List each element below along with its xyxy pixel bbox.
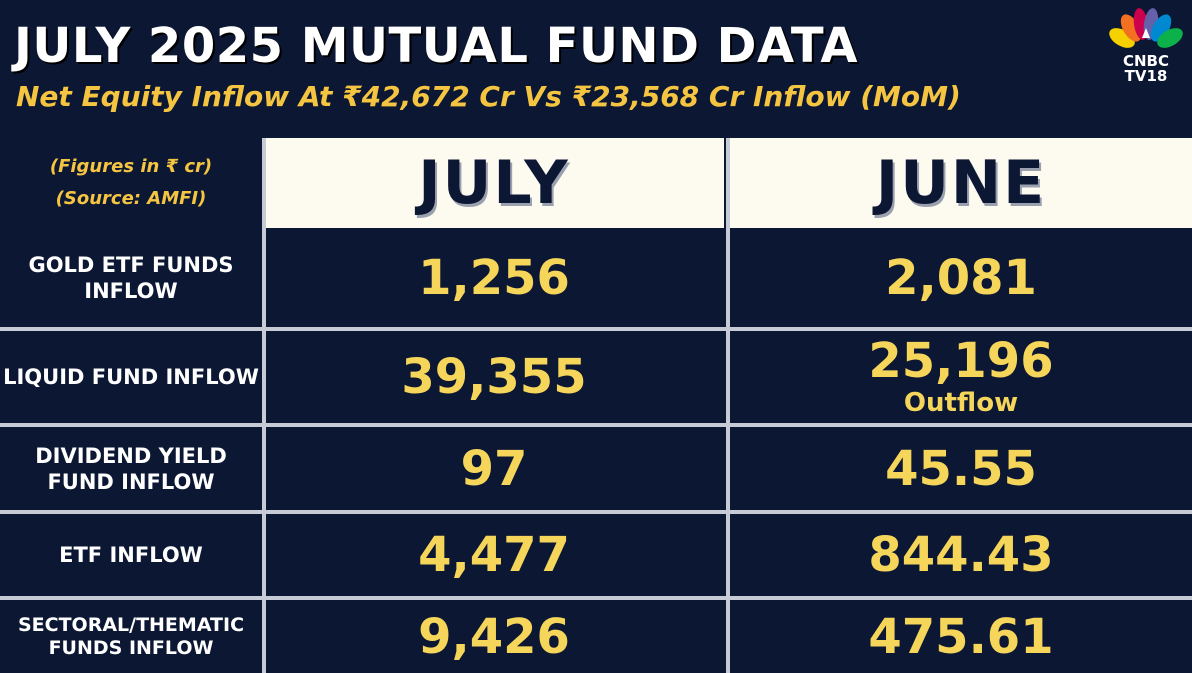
- july-value: 39,355: [264, 331, 724, 423]
- june-value: 25,196 Outflow: [730, 331, 1192, 423]
- row-label: GOLD ETF FUNDS INFLOW: [28, 252, 234, 303]
- figures-note: (Figures in ₹ cr) (Source: AMFI): [0, 138, 262, 228]
- header: JULY 2025 MUTUAL FUND DATA Net Equity In…: [0, 0, 1192, 138]
- value-text: 2,081: [885, 249, 1037, 306]
- logo-text-tv18: TV18: [1124, 67, 1168, 85]
- row-divider: [0, 423, 1192, 427]
- row-divider: [0, 327, 1192, 331]
- value-text: 1,256: [418, 249, 570, 306]
- value-text: 25,196: [868, 333, 1054, 389]
- logo-text-cnbc: CNBC: [1122, 52, 1169, 70]
- value-text: 4,477: [418, 527, 570, 583]
- column-divider: [726, 138, 730, 673]
- column-header-july: JULY: [264, 138, 724, 228]
- value-text: 9,426: [418, 608, 570, 665]
- july-value: 1,256: [264, 228, 724, 327]
- june-value: 475.61: [730, 600, 1192, 673]
- value-text: 39,355: [401, 349, 587, 405]
- row-label: DIVIDEND YIELD FUND INFLOW: [35, 443, 227, 494]
- row-divider: [0, 596, 1192, 600]
- june-value: 2,081: [730, 228, 1192, 327]
- page-title: JULY 2025 MUTUAL FUND DATA: [14, 18, 859, 74]
- value-text: 45.55: [885, 440, 1037, 497]
- june-value: 844.43: [730, 514, 1192, 596]
- figures-unit-note: (Figures in ₹ cr): [49, 156, 213, 177]
- column-header-june: JUNE: [730, 138, 1192, 228]
- source-note: (Source: AMFI): [55, 188, 207, 209]
- cnbc-tv18-logo: CNBC TV18: [1108, 8, 1184, 86]
- value-text: 97: [460, 440, 528, 497]
- row-label: SECTORAL/THEMATIC FUNDS INFLOW: [17, 613, 245, 659]
- value-note: Outflow: [903, 388, 1019, 418]
- row-divider: [0, 510, 1192, 514]
- july-value: 9,426: [264, 600, 724, 673]
- column-divider: [262, 138, 266, 673]
- row-label: ETF INFLOW: [59, 543, 203, 567]
- july-value: 4,477: [264, 514, 724, 596]
- value-text: 844.43: [868, 527, 1054, 583]
- row-label: LIQUID FUND INFLOW: [3, 365, 259, 389]
- page-subtitle: Net Equity Inflow At ₹42,672 Cr Vs ₹23,5…: [16, 80, 961, 113]
- july-value: 97: [264, 427, 724, 510]
- value-text: 475.61: [868, 608, 1054, 665]
- june-value: 45.55: [730, 427, 1192, 510]
- peacock-logo-icon: [1109, 8, 1183, 48]
